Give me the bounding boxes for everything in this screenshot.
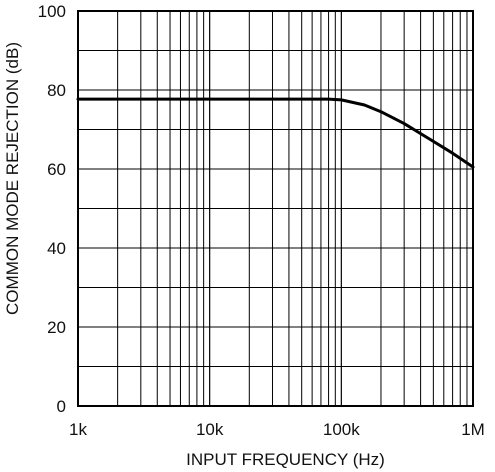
y-tick-label: 80 <box>47 81 66 100</box>
x-tick-label: 100k <box>323 420 360 439</box>
plot-frame <box>77 10 474 407</box>
y-tick-label: 100 <box>38 2 66 21</box>
grid <box>78 11 473 406</box>
x-axis-title: INPUT FREQUENCY (Hz) <box>186 450 385 469</box>
y-tick-label: 0 <box>57 397 66 416</box>
x-tick-label: 1k <box>69 420 87 439</box>
y-tick-label: 40 <box>47 239 66 258</box>
x-tick-label: 1M <box>461 420 485 439</box>
y-axis-title: COMMON MODE REJECTION (dB) <box>3 42 22 315</box>
x-tick-label: 10k <box>196 420 224 439</box>
tick-labels: 1k 10k 100k 1M 0 20 40 60 80 100 <box>38 2 485 439</box>
series-layer <box>76 97 475 169</box>
series-line <box>76 97 475 169</box>
y-tick-label: 60 <box>47 160 66 179</box>
y-tick-label: 20 <box>47 318 66 337</box>
